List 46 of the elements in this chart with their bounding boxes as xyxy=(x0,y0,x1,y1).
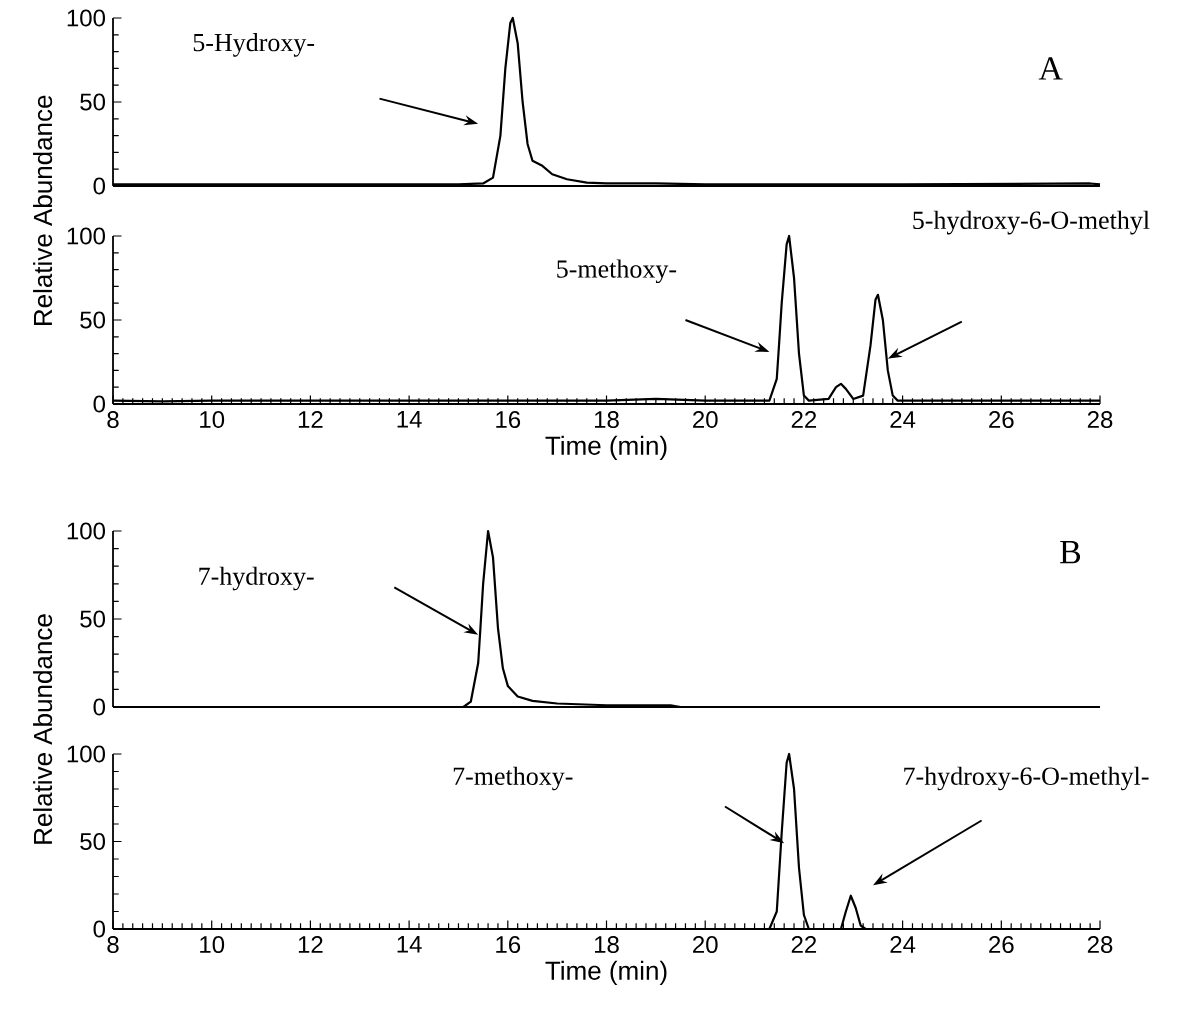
y-tick-label: 0 xyxy=(93,177,106,195)
x-axis-title: Time (min) xyxy=(545,960,667,986)
y-axis-title: Relative Abundance xyxy=(33,95,53,326)
x-tick-label: 18 xyxy=(594,936,619,954)
x-tick-label: 26 xyxy=(989,936,1014,954)
y-tick-label: 0 xyxy=(93,698,106,716)
y-tick-label: 100 xyxy=(67,522,106,540)
y-tick-label: 50 xyxy=(80,93,106,111)
x-tick-label: 24 xyxy=(890,411,916,428)
y-tick-label: 100 xyxy=(67,227,106,245)
x-tick-label: 8 xyxy=(107,411,119,429)
y-tick-label: 50 xyxy=(80,311,106,329)
x-tick-label: 12 xyxy=(298,936,323,953)
x-tick-label: 8 xyxy=(107,936,119,954)
annotation: 7-hydroxy-6-O-methyl- xyxy=(904,766,1149,791)
annotation: 7-methoxy- xyxy=(453,766,573,791)
annotation: 5-Hydroxy- xyxy=(193,33,315,57)
x-tick-label: 16 xyxy=(496,411,521,429)
x-tick-label: 20 xyxy=(693,936,718,954)
text: 5-hydroxy-6-O-methyl xyxy=(913,210,1150,235)
x-tick-label: 14 xyxy=(397,936,422,953)
x-tick-label: 20 xyxy=(693,411,718,429)
x-tick-label: 16 xyxy=(496,936,521,954)
x-tick-label: 24 xyxy=(890,936,916,953)
y-tick-label: 50 xyxy=(80,833,106,850)
x-tick-label: 26 xyxy=(989,411,1014,429)
x-tick-label: 12 xyxy=(298,411,323,428)
x-tick-label: 28 xyxy=(1087,411,1113,429)
annotation: B xyxy=(1060,540,1081,564)
x-tick-label: 10 xyxy=(200,411,225,429)
x-tick-label: 14 xyxy=(397,411,422,428)
annotation: A xyxy=(1038,57,1063,80)
y-tick-label: 100 xyxy=(67,9,106,27)
y-tick-label: 0 xyxy=(93,920,106,938)
x-tick-label: 10 xyxy=(200,936,225,954)
y-tick-label: 50 xyxy=(80,610,106,628)
y-tick-label: 0 xyxy=(93,395,106,413)
annotation: 5-methoxy- xyxy=(557,259,677,284)
annotation: 7-hydroxy- xyxy=(199,566,314,591)
x-tick-label: 22 xyxy=(791,411,817,428)
x-tick-label: 22 xyxy=(791,936,817,953)
x-tick-label: 18 xyxy=(594,411,619,429)
x-tick-label: 28 xyxy=(1087,936,1113,954)
x-axis-title: Time (min) xyxy=(545,435,667,461)
y-tick-label: 100 xyxy=(67,745,106,763)
y-axis-title: Relative Abundance xyxy=(33,614,53,844)
